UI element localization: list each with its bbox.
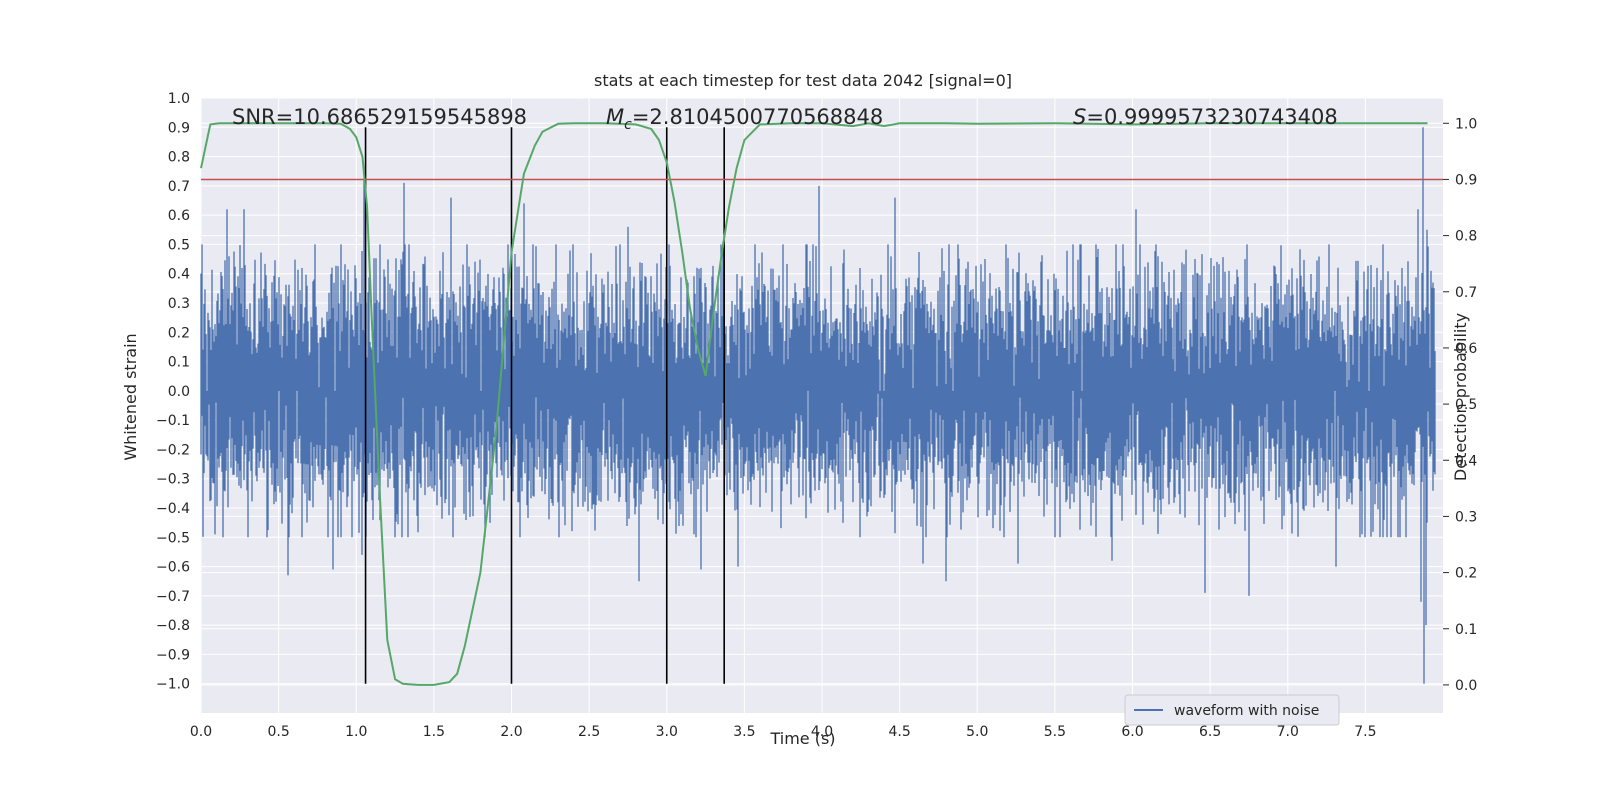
legend: waveform with noise: [1124, 694, 1340, 726]
y-tick-label: 0.7: [168, 179, 190, 195]
y-tick-label: −0.8: [156, 618, 190, 634]
y-tick-label: 0.6: [168, 208, 190, 224]
y-axis-ticks: 1.0 0.9 0.8 0.7 0.6 0.5 0.4 0.3 0.2 0.1 0.0 −0.1 −0.…: [156, 91, 190, 693]
waveform-path: [200, 127, 1436, 684]
y2-tick-label: 0.4: [1455, 453, 1477, 469]
chirp-mass-annotation: Mc=2.8104500770568848: [606, 105, 883, 133]
score-annotation: S=0.9999573230743408: [1073, 105, 1338, 129]
y2-tick-label: 0.0: [1455, 678, 1477, 694]
chart-title: stats at each timestep for test data 204…: [594, 71, 1012, 90]
probability-line: [200, 122, 1428, 686]
x-tick-label: 5.5: [1044, 724, 1066, 740]
right-axis-label: Detection probability: [1451, 313, 1470, 481]
x-tick-label: 4.5: [888, 724, 910, 740]
y2-tick-label: 0.2: [1455, 566, 1477, 582]
y2-tick-label: 0.7: [1455, 285, 1477, 301]
y-tick-label: −0.2: [156, 442, 190, 458]
y-tick-label: 0.3: [168, 296, 190, 312]
y2-tick-label: 0.3: [1455, 509, 1477, 525]
x-tick-label: 6.0: [1121, 724, 1143, 740]
x-axis-label: Time (s): [769, 729, 835, 748]
right-axis-ticks: 1.0 0.9 0.8 0.7 0.6 0.5 0.4 0.3 0.2 0.1 0.0: [1443, 116, 1477, 694]
x-tick-label: 3.0: [656, 724, 678, 740]
y-tick-label: 0.8: [168, 150, 190, 166]
y-tick-label: −0.4: [156, 501, 190, 517]
x-tick-label: 2.5: [578, 724, 600, 740]
y2-tick-label: 0.6: [1455, 341, 1477, 357]
score-value: =0.9999573230743408: [1086, 105, 1337, 129]
chirp-mass-value: =2.8104500770568848: [632, 105, 883, 129]
waveform-series: [200, 127, 1436, 684]
x-tick-label: 1.0: [345, 724, 367, 740]
y-tick-label: 0.1: [168, 355, 190, 371]
chirp-mass-symbol: M: [606, 105, 624, 129]
y-tick-label: −0.3: [156, 472, 190, 488]
y-tick-label: −0.6: [156, 560, 190, 576]
y-axis-label: Whitened strain: [121, 333, 140, 460]
legend-label: waveform with noise: [1174, 703, 1319, 719]
x-tick-label: 3.5: [733, 724, 755, 740]
y2-tick-label: 0.9: [1455, 172, 1477, 188]
x-tick-label: 6.5: [1199, 724, 1221, 740]
y-tick-label: −0.1: [156, 413, 190, 429]
x-tick-label: 7.0: [1277, 724, 1299, 740]
y-tick-label: 0.2: [168, 325, 190, 341]
x-tick-label: 4.0: [811, 724, 833, 740]
y2-tick-label: 1.0: [1455, 116, 1477, 132]
y-tick-label: 1.0: [168, 91, 190, 107]
y-tick-label: −0.5: [156, 530, 190, 546]
y-tick-label: −0.9: [156, 647, 190, 663]
x-tick-label: 0.5: [267, 724, 289, 740]
y-tick-label: 0.4: [168, 267, 190, 283]
x-tick-label: 2.0: [500, 724, 522, 740]
y-tick-label: −1.0: [156, 677, 190, 693]
chirp-mass-subscript: c: [624, 117, 632, 133]
y2-tick-label: 0.5: [1455, 397, 1477, 413]
y-tick-label: 0.0: [168, 384, 190, 400]
y2-tick-label: 0.8: [1455, 229, 1477, 245]
legend-box: [1124, 694, 1340, 726]
vertical-markers: [364, 127, 725, 684]
x-tick-label: 1.5: [423, 724, 445, 740]
x-tick-label: 0.0: [190, 724, 212, 740]
y-tick-label: 0.9: [168, 120, 190, 136]
y-tick-label: −0.7: [156, 589, 190, 605]
y2-tick-label: 0.1: [1455, 622, 1477, 638]
x-axis-ticks: 0.0 0.5 1.0 1.5 2.0 2.5 3.0 3.5 4.0 4.5 5.0 5.5 6.0 6…: [190, 724, 1377, 740]
score-symbol: S: [1073, 105, 1086, 129]
y-tick-label: 0.5: [168, 237, 190, 253]
x-tick-label: 7.5: [1354, 724, 1376, 740]
x-tick-label: 5.0: [966, 724, 988, 740]
snr-annotation: SNR=10.686529159545898: [232, 105, 527, 129]
